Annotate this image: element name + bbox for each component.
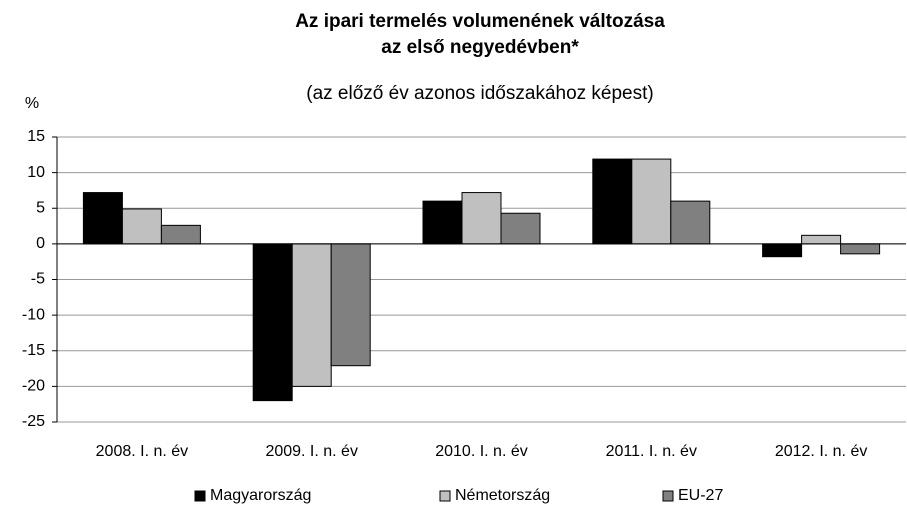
legend-swatch — [439, 490, 451, 502]
chart-title-line2: az első negyedévben* — [381, 37, 579, 58]
y-axis-label: % — [25, 95, 39, 112]
bar — [330, 243, 371, 367]
legend-label: Magyarország — [210, 487, 311, 504]
bar — [801, 234, 842, 245]
y-tick-label: 10 — [27, 164, 45, 181]
x-tick-label: 2008. I. n. év — [96, 443, 189, 460]
bar — [670, 200, 711, 245]
y-tick-label: -20 — [22, 378, 45, 395]
x-tick-label: 2009. I. n. év — [265, 443, 358, 460]
y-tick-label: 5 — [36, 199, 45, 216]
x-tick-label: 2010. I. n. év — [435, 443, 528, 460]
legend-swatch — [194, 490, 206, 502]
x-tick-label: 2011. I. n. év — [606, 443, 697, 460]
bar — [461, 192, 502, 245]
y-tick-label: -15 — [22, 342, 45, 359]
bar — [291, 243, 332, 387]
y-tick-label: -5 — [31, 271, 45, 288]
bar — [592, 158, 633, 245]
bar — [762, 243, 803, 258]
legend-label: EU-27 — [678, 487, 723, 504]
chart-subtitle: (az előző év azonos időszakához képest) — [306, 83, 653, 104]
bar — [422, 200, 463, 245]
legend-swatch — [662, 490, 674, 502]
y-tick-label: 0 — [36, 235, 45, 252]
bar — [252, 243, 293, 402]
y-tick-label: 15 — [27, 128, 45, 145]
bar — [82, 192, 123, 245]
bar — [121, 208, 162, 245]
chart-title: Az ipari termelés volumenének változása — [295, 11, 665, 32]
bar — [840, 243, 881, 255]
bar — [500, 212, 541, 245]
y-tick-label: -10 — [22, 306, 45, 323]
legend-label: Németország — [455, 487, 550, 504]
bar — [160, 224, 201, 245]
x-tick-label: 2012. I. n. év — [775, 443, 868, 460]
bar — [631, 158, 672, 245]
y-tick-label: -25 — [22, 413, 45, 430]
